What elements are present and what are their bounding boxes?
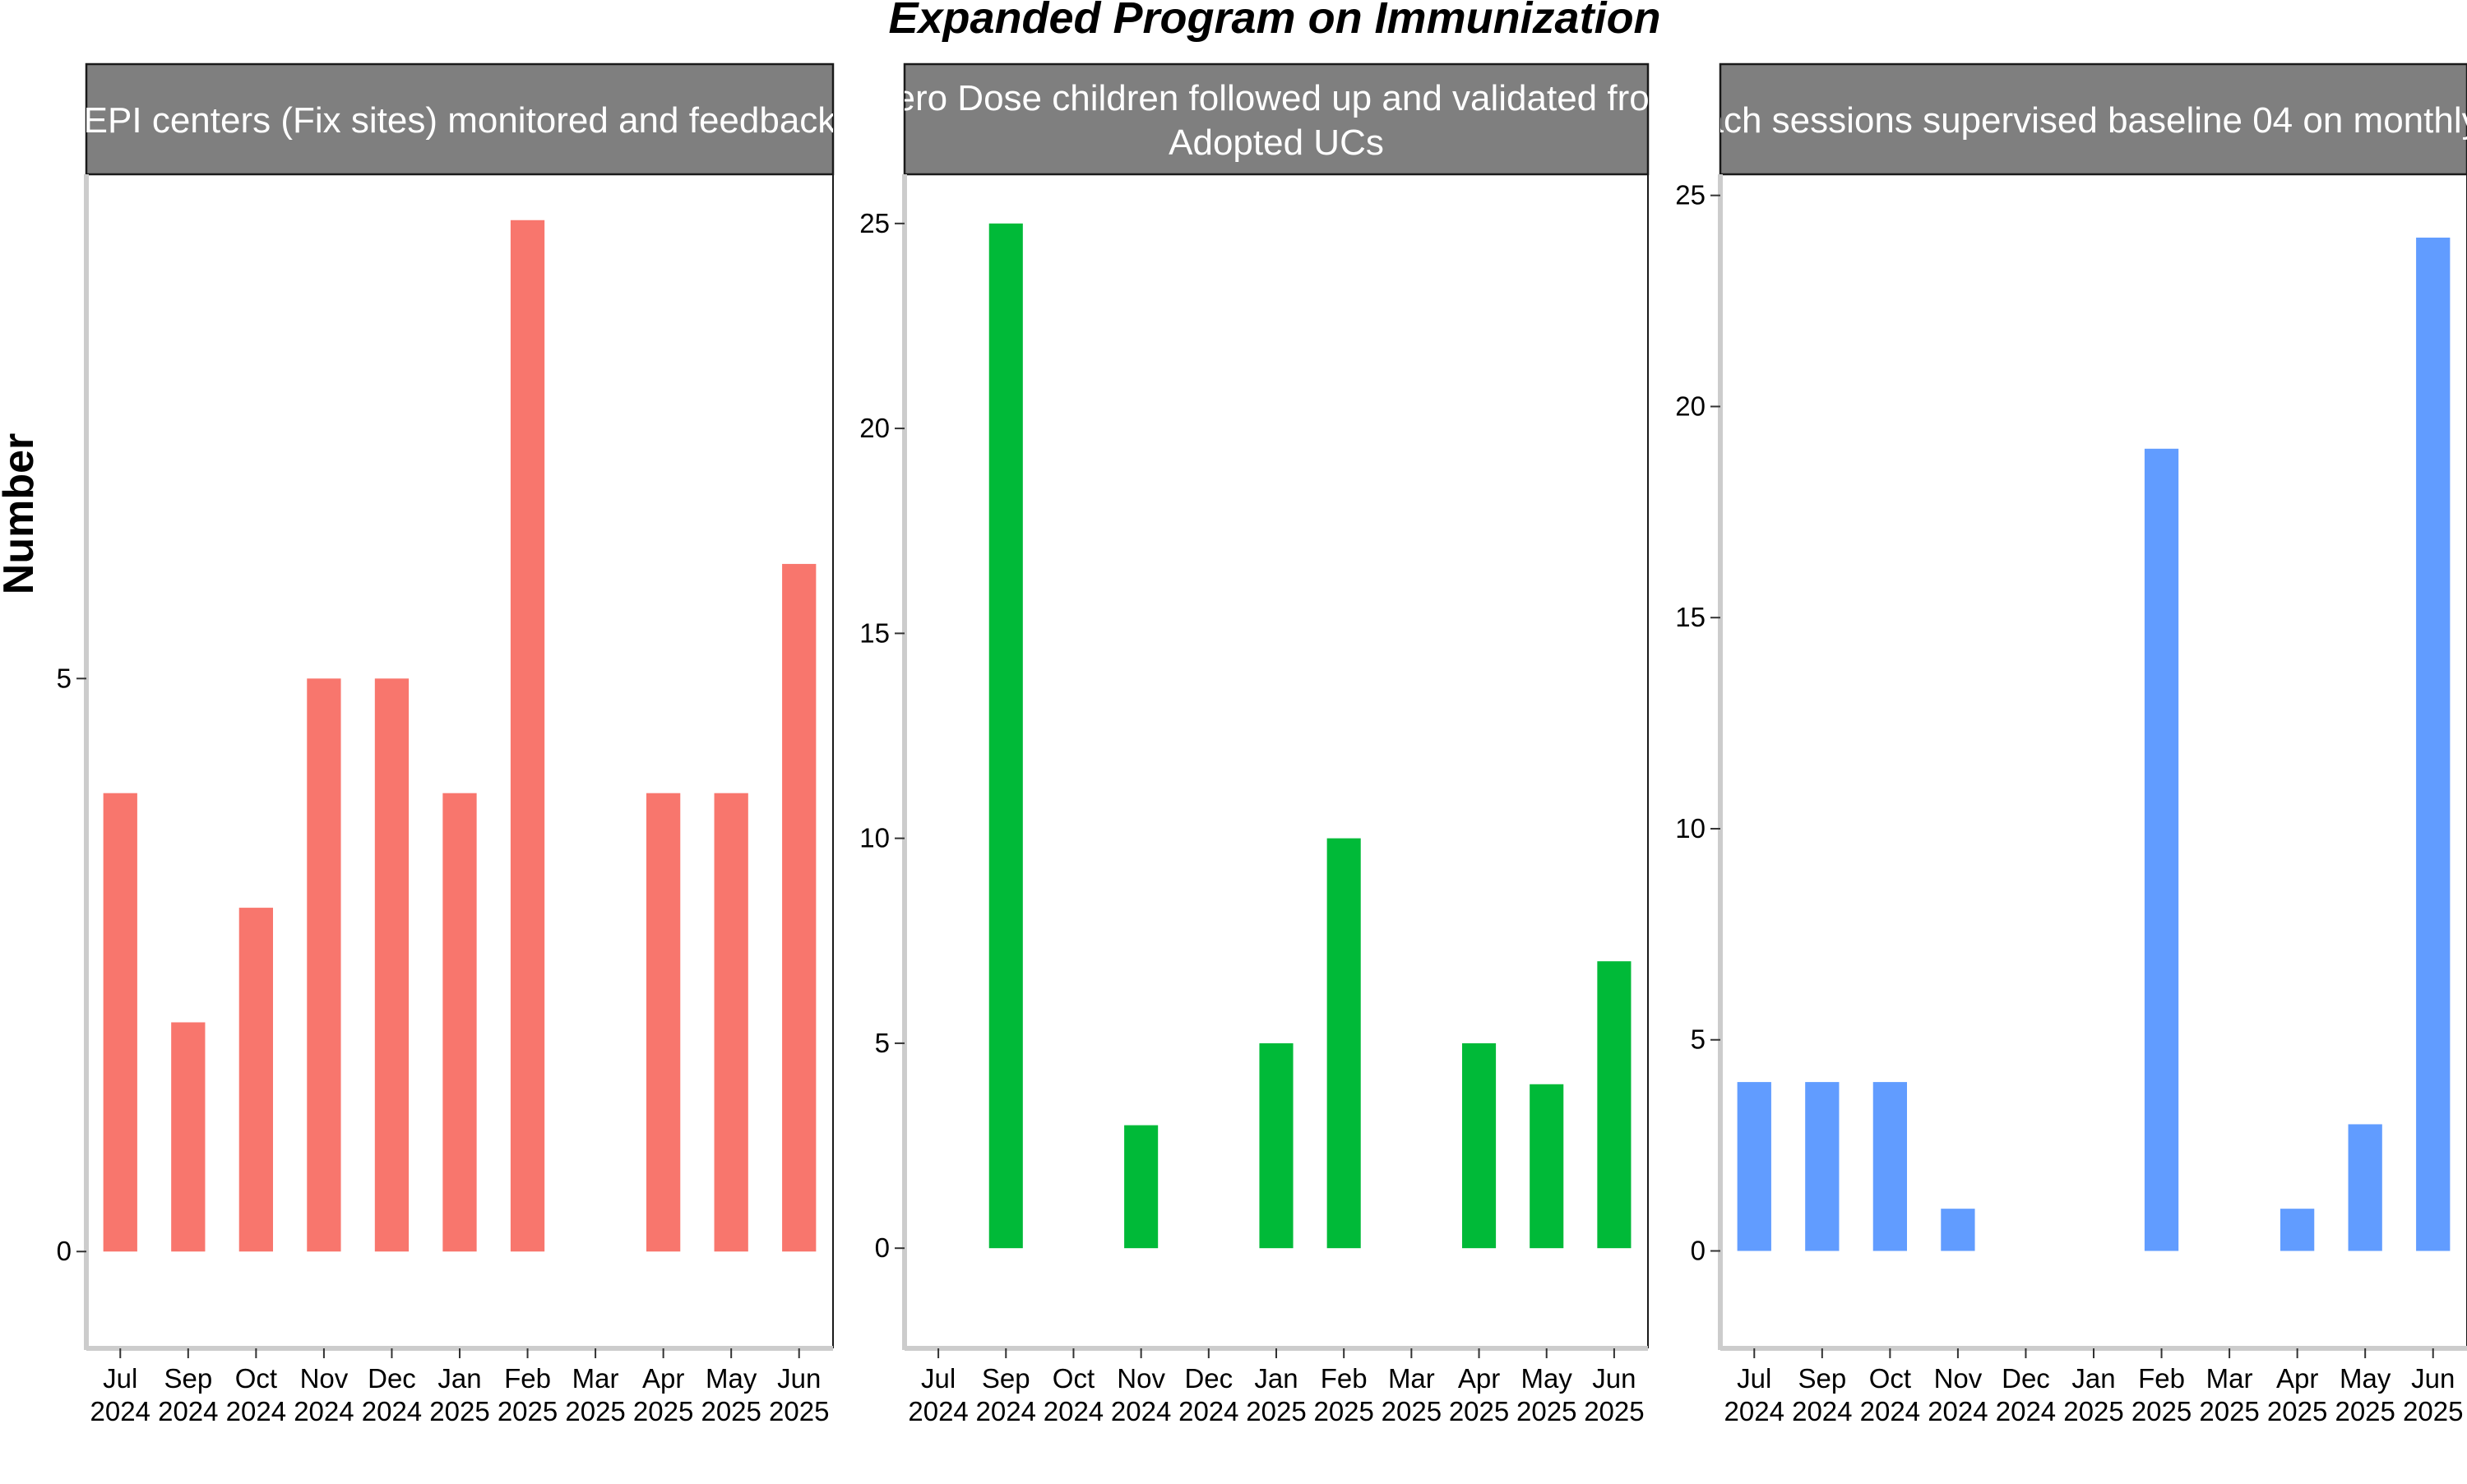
y-tick-label: 5 [1691, 1024, 1706, 1055]
y-tick-label: 15 [1675, 602, 1706, 632]
bar-dec-2024 [374, 678, 410, 1252]
bar-jul-2024 [103, 793, 137, 1252]
x-tick-label: Oct 2024 [1044, 1363, 1104, 1426]
y-tick-label: 15 [859, 617, 890, 648]
y-tick-label: 20 [859, 413, 890, 443]
y-tick-label: 0 [875, 1232, 890, 1263]
y-tick-label: 0 [1691, 1236, 1706, 1266]
y-tick-label: 20 [1675, 391, 1706, 421]
x-tick-label: Jun 2025 [1584, 1363, 1644, 1426]
x-tick-label: Dec 2024 [362, 1363, 422, 1426]
facet-strip-label: Adopted UCs [1169, 123, 1384, 163]
x-tick-label: Jun 2025 [769, 1363, 829, 1426]
y-tick-label: 25 [859, 208, 890, 238]
bar-oct-2024 [238, 908, 273, 1252]
x-tick-label: Oct 2024 [226, 1363, 286, 1426]
bar-jun-2025 [782, 563, 817, 1252]
x-tick-label: May 2025 [2335, 1363, 2395, 1426]
x-tick-label: Sep 2024 [158, 1363, 218, 1426]
x-tick-label: Mar 2025 [1382, 1363, 1442, 1426]
bar-may-2025 [2348, 1124, 2382, 1251]
bar-apr-2025 [1462, 1042, 1497, 1249]
x-tick-label: Dec 2024 [1996, 1363, 2056, 1426]
bar-jun-2025 [1597, 961, 1632, 1249]
x-tick-label: Feb 2025 [498, 1363, 558, 1426]
bar-may-2025 [1530, 1084, 1564, 1249]
x-tick-label: Mar 2025 [565, 1363, 625, 1426]
bar-feb-2025 [1326, 838, 1361, 1249]
bar-may-2025 [714, 793, 748, 1252]
bar-apr-2025 [2280, 1209, 2315, 1251]
x-tick-label: Jul 2024 [1724, 1363, 1784, 1426]
x-tick-label: Dec 2024 [1178, 1363, 1238, 1426]
x-tick-label: Jan 2025 [2063, 1363, 2123, 1426]
bar-sep-2024 [1805, 1082, 1840, 1251]
facet-strip-label: Outreach sessions supervised baseline 04… [1613, 100, 2467, 141]
x-tick-label: Feb 2025 [2131, 1363, 2192, 1426]
y-tick-label: 5 [57, 663, 72, 693]
x-tick-label: Jul 2024 [908, 1363, 968, 1426]
bar-feb-2025 [2144, 448, 2179, 1251]
facet-strip-label: Zero Dose children followed up and valid… [873, 78, 1680, 118]
facet-strip-label: EPI centers (Fix sites) monitored and fe… [84, 100, 837, 141]
facet-panel-2: Zero Dose children followed up and valid… [859, 62, 1680, 1426]
bar-jan-2025 [442, 793, 477, 1252]
bar-sep-2024 [988, 223, 1023, 1249]
bar-apr-2025 [646, 793, 681, 1252]
bar-sep-2024 [171, 1022, 206, 1252]
x-tick-label: Apr 2025 [1449, 1363, 1509, 1426]
y-tick-label: 25 [1675, 180, 1706, 210]
y-tick-label: 5 [875, 1028, 890, 1058]
chart-title: Expanded Program on Immunization [888, 0, 1660, 43]
facet-strip [85, 62, 835, 176]
x-tick-label: Apr 2025 [2267, 1363, 2327, 1426]
bar-nov-2024 [307, 678, 341, 1252]
bar-nov-2024 [1941, 1209, 1975, 1251]
bar-jan-2025 [1259, 1042, 1294, 1249]
facet-strip [903, 62, 1650, 176]
y-tick-label: 10 [859, 823, 890, 853]
x-tick-label: Jan 2025 [429, 1363, 489, 1426]
y-tick-label: 0 [57, 1236, 72, 1266]
x-tick-label: Apr 2025 [633, 1363, 693, 1426]
x-tick-label: Jul 2024 [90, 1363, 150, 1426]
facet-strip [1719, 62, 2467, 176]
x-tick-label: Nov 2024 [294, 1363, 354, 1426]
facet-panel-1: EPI centers (Fix sites) monitored and fe… [57, 62, 837, 1426]
bar-jun-2025 [2416, 238, 2451, 1251]
x-tick-label: May 2025 [1516, 1363, 1576, 1426]
x-tick-label: Sep 2024 [976, 1363, 1036, 1426]
facet-panel-3: Outreach sessions supervised baseline 04… [1613, 62, 2467, 1426]
x-tick-label: May 2025 [701, 1363, 761, 1426]
x-tick-label: Nov 2024 [1928, 1363, 1988, 1426]
x-tick-label: Jun 2025 [2403, 1363, 2463, 1426]
y-tick-label: 10 [1675, 813, 1706, 844]
bar-nov-2024 [1124, 1125, 1159, 1249]
bar-oct-2024 [1872, 1082, 1907, 1251]
y-axis-label: Number [0, 433, 43, 594]
x-tick-label: Sep 2024 [1792, 1363, 1852, 1426]
bar-feb-2025 [510, 220, 545, 1252]
x-tick-label: Mar 2025 [2199, 1363, 2259, 1426]
bar-jul-2024 [1737, 1082, 1771, 1251]
x-tick-label: Jan 2025 [1246, 1363, 1306, 1426]
x-tick-label: Nov 2024 [1111, 1363, 1171, 1426]
x-tick-label: Oct 2024 [1860, 1363, 1920, 1426]
x-tick-label: Feb 2025 [1313, 1363, 1373, 1426]
